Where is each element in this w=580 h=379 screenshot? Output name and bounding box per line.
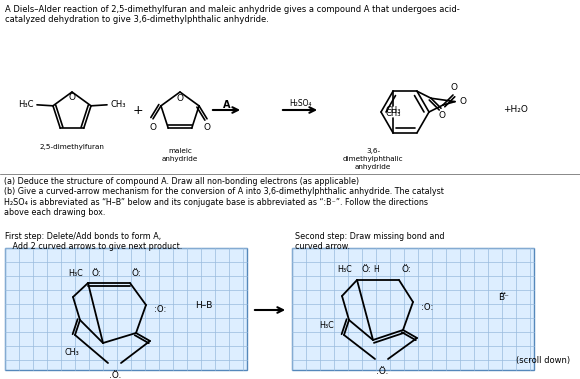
Text: CH₃: CH₃: [110, 100, 125, 109]
Text: :O:: :O:: [154, 305, 166, 315]
Text: H₃C: H₃C: [19, 100, 34, 109]
Text: CH₃: CH₃: [64, 348, 79, 357]
Text: Ö:: Ö:: [401, 266, 411, 274]
Text: (scroll down): (scroll down): [516, 356, 570, 365]
Text: O: O: [68, 93, 75, 102]
Text: Ö:: Ö:: [361, 266, 371, 274]
Text: First step: Delete/Add bonds to form A,
   Add 2 curved arrows to give next prod: First step: Delete/Add bonds to form A, …: [5, 232, 182, 251]
Text: CH₃: CH₃: [385, 109, 401, 118]
Text: ••: ••: [499, 290, 506, 296]
Text: O: O: [176, 94, 183, 103]
Text: H₃C: H₃C: [319, 321, 334, 329]
Bar: [5, 248, 247, 370]
Text: H–B: H–B: [195, 301, 212, 310]
Bar: [292, 248, 534, 370]
Text: anhydride: anhydride: [355, 164, 391, 170]
Text: Ö:: Ö:: [92, 268, 101, 277]
Text: .Ö.: .Ö.: [376, 367, 388, 376]
Text: :O:: :O:: [421, 302, 433, 312]
Text: Ö:: Ö:: [132, 268, 142, 277]
Text: O: O: [459, 97, 466, 106]
Text: O: O: [204, 123, 211, 132]
Text: H: H: [373, 266, 379, 274]
Text: CH₃: CH₃: [385, 106, 401, 115]
Text: O: O: [438, 111, 445, 120]
Text: H₃C: H₃C: [68, 268, 83, 277]
Text: A Diels–Alder reaction of 2,5-dimethylfuran and maleic anhydride gives a compoun: A Diels–Alder reaction of 2,5-dimethylfu…: [5, 5, 460, 24]
Text: A: A: [223, 100, 231, 110]
Text: .Ö.: .Ö.: [109, 371, 121, 379]
Text: maleic: maleic: [168, 148, 192, 154]
Text: 2,5-dimethylfuran: 2,5-dimethylfuran: [39, 144, 104, 150]
Text: dimethylphthalic: dimethylphthalic: [343, 156, 403, 162]
Text: anhydride: anhydride: [162, 156, 198, 162]
Text: H₃C: H₃C: [337, 266, 352, 274]
Text: H₂SO₄: H₂SO₄: [289, 99, 311, 108]
Text: O: O: [451, 83, 458, 92]
Text: +H₂O: +H₂O: [503, 105, 528, 114]
Text: Second step: Draw missing bond and
curved arrow.: Second step: Draw missing bond and curve…: [295, 232, 444, 251]
Text: O: O: [150, 123, 157, 132]
Text: 3,6-: 3,6-: [366, 148, 380, 154]
Text: B⁻: B⁻: [498, 293, 509, 302]
Text: (a) Deduce the structure of compound A. Draw all non-bonding electrons (as appli: (a) Deduce the structure of compound A. …: [4, 177, 444, 217]
Text: +: +: [133, 103, 143, 116]
